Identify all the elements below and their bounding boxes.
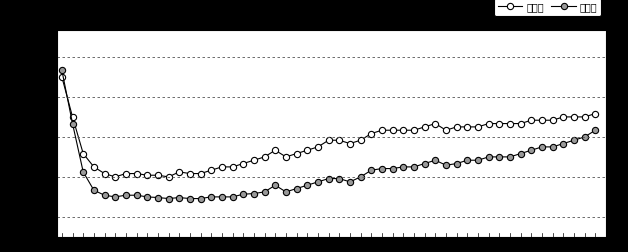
自排局 — [592, 129, 599, 132]
Line: 自排局: 自排局 — [59, 67, 598, 202]
Legend: 一般局, 自排局: 一般局, 自排局 — [494, 0, 601, 16]
自排局 — [229, 195, 236, 198]
一般局 — [111, 175, 119, 178]
一般局 — [186, 172, 193, 175]
自排局 — [58, 69, 65, 72]
一般局 — [421, 125, 428, 129]
一般局 — [592, 112, 599, 115]
一般局 — [58, 75, 65, 78]
自排局 — [239, 193, 247, 196]
自排局 — [421, 162, 428, 165]
一般局 — [229, 165, 236, 168]
自排局 — [453, 162, 460, 165]
一般局 — [239, 162, 247, 165]
一般局 — [453, 125, 460, 129]
一般局 — [581, 115, 588, 118]
自排局 — [581, 135, 588, 138]
Line: 一般局: 一般局 — [59, 74, 598, 180]
自排局 — [165, 197, 172, 200]
自排局 — [186, 197, 193, 200]
